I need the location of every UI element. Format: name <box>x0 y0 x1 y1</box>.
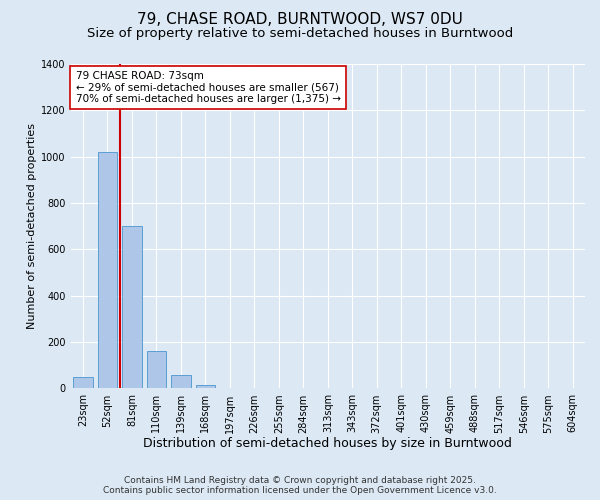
Y-axis label: Number of semi-detached properties: Number of semi-detached properties <box>27 123 37 329</box>
Bar <box>73 377 92 388</box>
Text: Contains HM Land Registry data © Crown copyright and database right 2025.
Contai: Contains HM Land Registry data © Crown c… <box>103 476 497 495</box>
Text: Size of property relative to semi-detached houses in Burntwood: Size of property relative to semi-detach… <box>87 28 513 40</box>
Text: 79, CHASE ROAD, BURNTWOOD, WS7 0DU: 79, CHASE ROAD, BURNTWOOD, WS7 0DU <box>137 12 463 28</box>
Bar <box>122 226 142 388</box>
Bar <box>171 374 191 388</box>
Bar <box>98 152 117 388</box>
X-axis label: Distribution of semi-detached houses by size in Burntwood: Distribution of semi-detached houses by … <box>143 437 512 450</box>
Bar <box>146 352 166 389</box>
Bar <box>196 385 215 388</box>
Text: 79 CHASE ROAD: 73sqm
← 29% of semi-detached houses are smaller (567)
70% of semi: 79 CHASE ROAD: 73sqm ← 29% of semi-detac… <box>76 71 341 104</box>
